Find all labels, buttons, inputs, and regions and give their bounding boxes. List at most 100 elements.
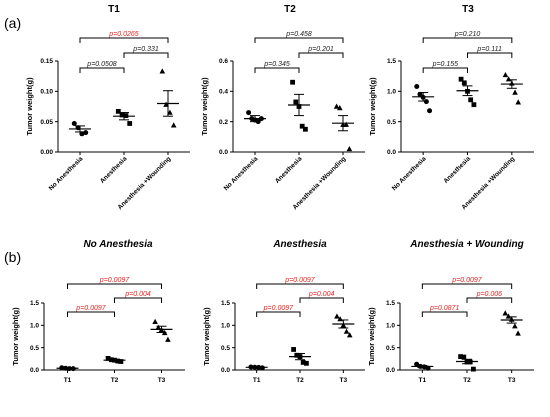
p-value-label: p=0.0508	[86, 61, 116, 68]
data-point-triangle	[515, 99, 522, 105]
panel-label-b: (b)	[4, 249, 21, 265]
y-tick-label: 0.0	[219, 149, 228, 156]
p-value-label: p=0.0097	[284, 277, 315, 284]
data-point-triangle	[512, 323, 518, 329]
data-point-square	[294, 352, 300, 358]
y-axis-label: Tumor weight(g)	[200, 77, 209, 136]
data-point-triangle	[502, 310, 509, 316]
data-point-square	[293, 99, 299, 105]
data-point-triangle	[170, 122, 177, 128]
data-point-square	[105, 355, 111, 361]
y-tick-label: 1.5	[221, 300, 230, 307]
data-point-square	[115, 108, 121, 114]
x-tick-label: T3	[340, 377, 348, 384]
p-value-label: p=0.210	[454, 31, 481, 38]
significance-bracket	[256, 311, 301, 317]
significance-bracket	[67, 311, 115, 317]
data-point-circle	[71, 120, 77, 126]
data-point-square	[304, 360, 309, 366]
data-point-square	[458, 354, 463, 359]
y-tick-label: 0.05	[40, 119, 53, 126]
x-tick-label: No Anesthesia	[223, 155, 260, 192]
data-point-triangle	[515, 330, 521, 336]
y-tick-label: 1.0	[387, 89, 396, 96]
data-point-square	[300, 360, 306, 365]
x-tick-label: Anesthesia	[99, 155, 129, 185]
data-point-triangle	[343, 121, 349, 127]
p-value-label: p=0.155	[432, 61, 459, 68]
data-point-triangle	[346, 332, 353, 338]
p-value-label: p=0.0097	[99, 277, 130, 284]
data-point-triangle	[333, 103, 340, 109]
x-tick-label: No Anesthesia	[391, 155, 428, 192]
significance-bracket	[421, 311, 468, 317]
y-tick-label: 1.0	[386, 323, 395, 330]
panel-label-a: (a)	[4, 15, 21, 31]
data-point-square	[290, 79, 295, 85]
data-point-square	[123, 113, 129, 118]
significance-bracket	[254, 67, 300, 73]
y-tick-label: 1.0	[221, 323, 230, 330]
significance-bracket	[299, 297, 344, 303]
y-tick-label: 0.15	[40, 58, 53, 65]
y-tick-label: 0.4	[219, 89, 228, 96]
data-point-square	[118, 359, 124, 364]
data-point-triangle	[159, 68, 166, 74]
data-point-square	[471, 366, 476, 372]
p-value-label: p=0.331	[132, 46, 159, 53]
y-tick-label: 1.0	[30, 323, 39, 330]
x-tick-label: T3	[508, 377, 516, 384]
p-value-label: p=0.201	[307, 46, 334, 53]
data-point-square	[291, 347, 296, 352]
chart-3: No Anesthesia 0.0 0.5 1.0 1.5 Tumor weight(g)…	[11, 239, 185, 384]
y-tick-label: 0.00	[40, 149, 53, 156]
data-point-triangle	[152, 318, 158, 324]
significance-bracket	[421, 283, 513, 289]
chart-title: T1	[108, 4, 120, 15]
data-point-square	[299, 123, 305, 129]
data-point-circle	[414, 83, 420, 89]
data-point-circle	[246, 110, 252, 116]
chart-title: T3	[462, 4, 474, 15]
p-value-label: p=0.0097	[263, 305, 294, 312]
y-tick-label: 0.5	[387, 119, 396, 126]
y-tick-label: 0.0	[386, 367, 395, 374]
data-point-triangle	[346, 145, 353, 152]
chart-2: T3 0.0 0.5 1.0 1.5 Tumor weight(g) No Anesthes…	[368, 4, 534, 211]
x-tick-label: T1	[253, 377, 261, 384]
p-value-label: p=0.345	[263, 61, 290, 68]
data-point-square	[458, 76, 464, 82]
data-point-triangle	[337, 105, 343, 111]
data-point-square	[468, 97, 474, 103]
p-value-label: p=0.006	[476, 291, 503, 298]
y-tick-label: 1.5	[387, 58, 396, 65]
data-point-circle	[427, 108, 433, 114]
x-tick-label: Anesthesia +Wounding	[460, 155, 516, 211]
chart-5: Anesthesia + Wounding 0.0 0.5 1.0 1.5 Tumor w…	[367, 239, 534, 384]
p-value-label: p=0.004	[124, 291, 151, 298]
p-value-label: p=0.0871	[429, 305, 459, 312]
significance-bracket	[422, 67, 468, 73]
x-tick-label: T1	[64, 377, 72, 384]
chart-title: No Anesthesia	[83, 239, 153, 250]
significance-bracket	[298, 52, 344, 58]
p-value-label: p=0.0265	[108, 31, 138, 38]
data-point-square	[127, 121, 133, 126]
p-value-label: p=0.004	[308, 291, 335, 298]
significance-bracket	[79, 37, 169, 43]
data-point-triangle	[165, 336, 171, 342]
chart-title: T2	[284, 4, 296, 15]
x-tick-label: T3	[158, 377, 166, 384]
data-point-circle	[79, 131, 85, 137]
data-point-square	[461, 354, 467, 360]
significance-bracket	[67, 283, 162, 289]
y-tick-label: 0.5	[30, 345, 39, 352]
chart-1: T2 0.0 0.2 0.4 0.6 Tumor weight(g) No Anesthes…	[200, 4, 365, 211]
p-value-label: p=0.458	[285, 31, 312, 38]
p-value-label: p=0.0097	[75, 305, 106, 312]
significance-bracket	[114, 297, 162, 303]
x-tick-label: T2	[463, 377, 471, 384]
chart-4: Anesthesia 0.0 0.5 1.0 1.5 Tumor weight(g) T1 T…	[202, 239, 365, 384]
